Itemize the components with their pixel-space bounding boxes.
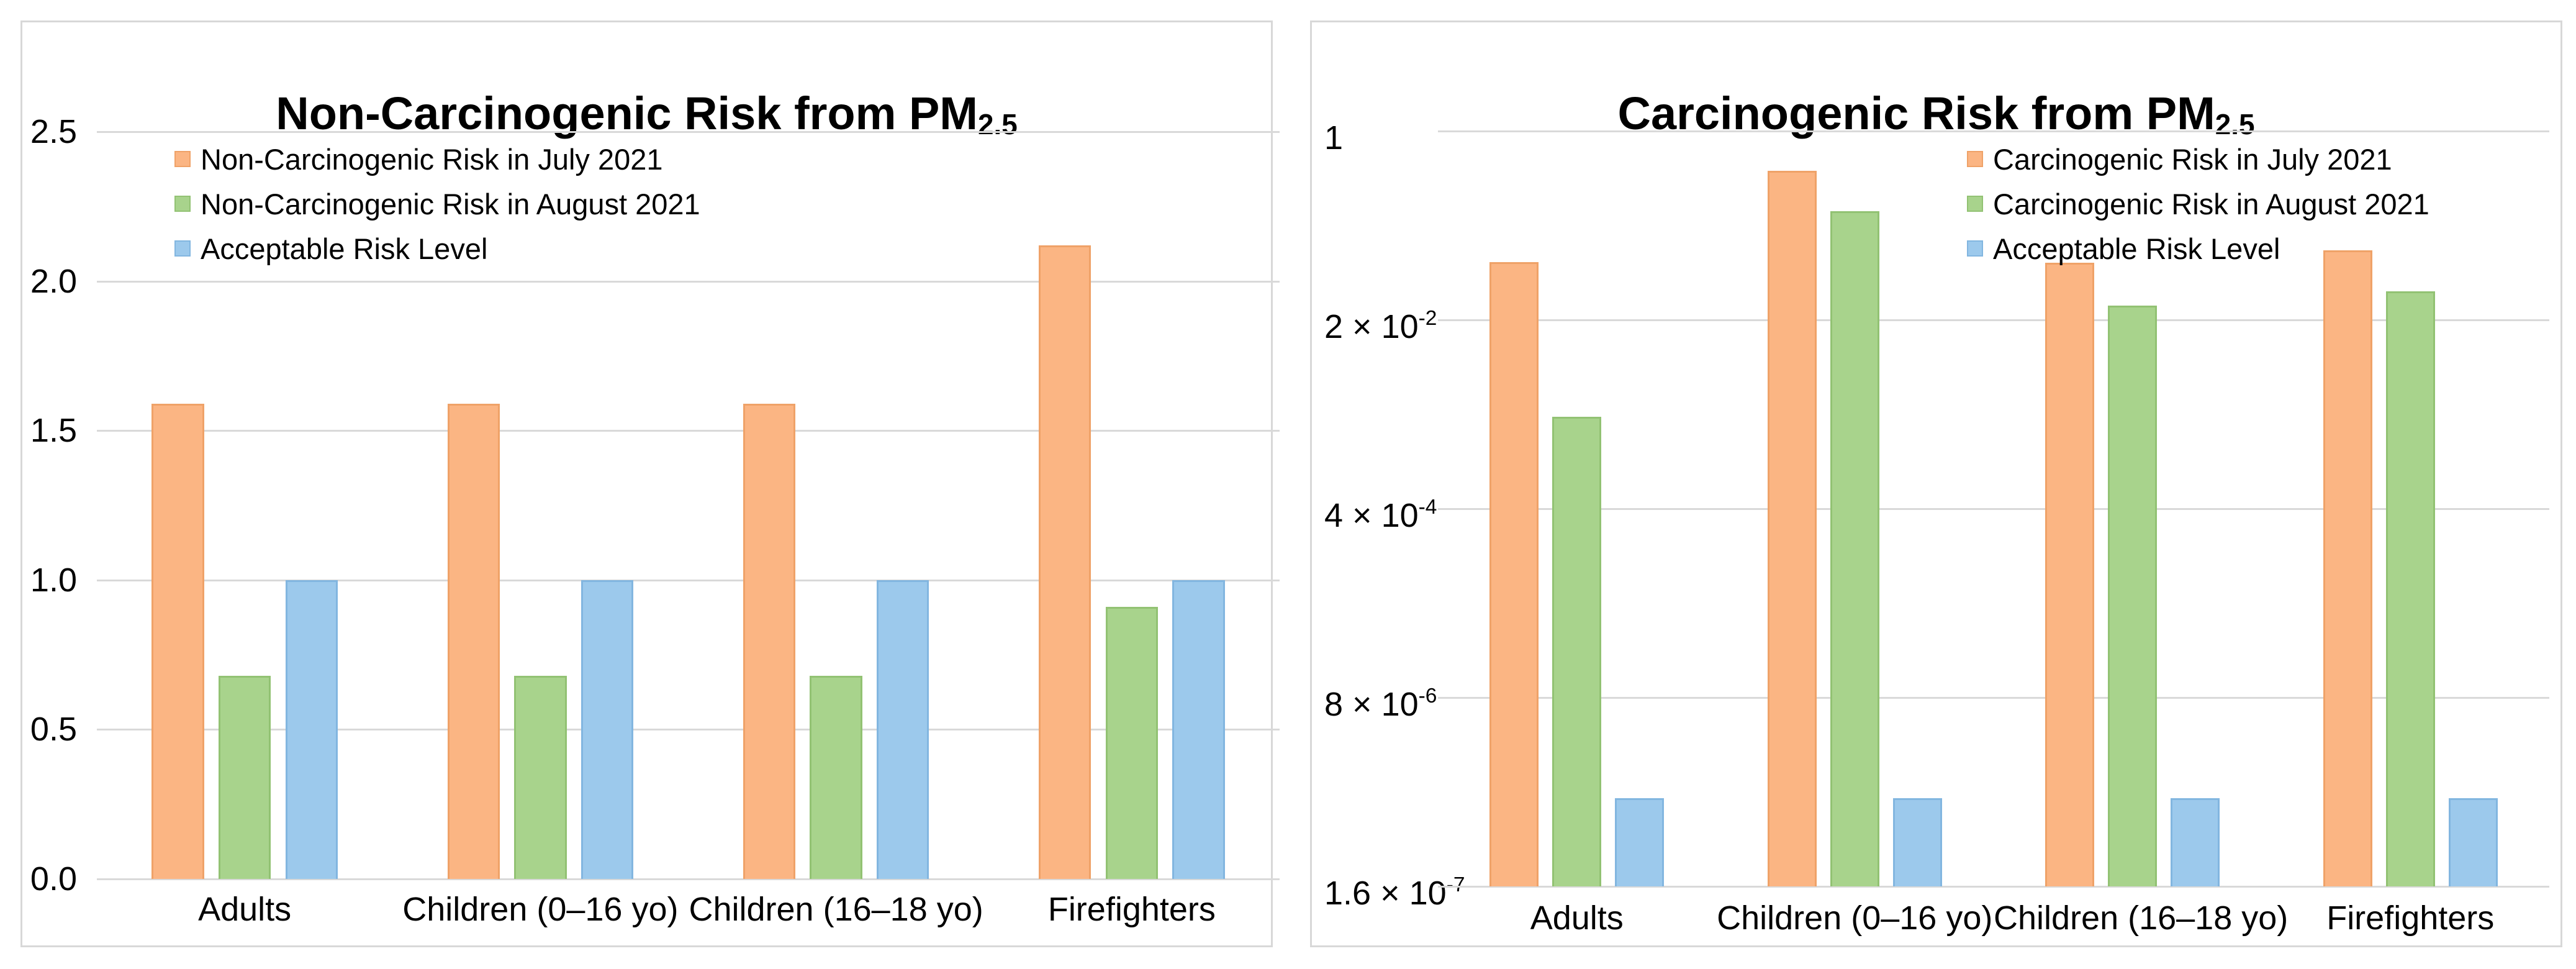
non-carcinogenic-chart-panel: Non-Carcinogenic Risk from PM2.5 2.5 2.0…: [20, 20, 1280, 947]
bar-acceptable-4: [1172, 580, 1225, 879]
bar-july-3: [743, 403, 796, 879]
bar-august-3: [2108, 305, 2158, 886]
chart-title-text: Non-Carcinogenic Risk from PM: [276, 88, 978, 139]
bar-acceptable-1: [285, 580, 338, 879]
gridline: [1438, 886, 2549, 888]
bar-july-4: [2323, 250, 2372, 886]
y-axis-tick-label: 4 × 10-4: [1324, 496, 1437, 534]
legend-item: Non-Carcinogenic Risk in July 2021: [174, 137, 700, 181]
bar-acceptable-2: [581, 580, 634, 879]
bar-acceptable-4: [2448, 798, 2498, 886]
gridline: [1438, 508, 2549, 510]
x-axis-category-label: Children (16–18 yo): [689, 891, 983, 928]
legend-swatch-august: [1967, 196, 1983, 212]
legend-swatch-july: [1967, 151, 1983, 167]
bar-august-2: [514, 675, 567, 879]
bar-august-1: [1552, 416, 1602, 886]
bar-july-2: [1767, 170, 1817, 886]
x-axis-category-label: Children (0–16 yo): [402, 891, 679, 928]
y-axis-tick-label: 1.0: [30, 561, 77, 599]
bar-august-1: [218, 675, 271, 879]
gridline: [1438, 130, 2549, 132]
gridline: [97, 430, 1280, 432]
gridline: [97, 729, 1280, 731]
legend-label: Non-Carcinogenic Risk in July 2021: [201, 142, 663, 176]
bar-august-4: [1105, 607, 1158, 879]
gridline: [1438, 697, 2549, 699]
y-axis-tick-label: 0.5: [30, 711, 77, 748]
bar-july-1: [1489, 262, 1539, 886]
legend-label: Acceptable Risk Level: [201, 232, 488, 265]
gridline: [97, 878, 1280, 880]
x-axis-category-label: Children (16–18 yo): [1994, 899, 2289, 937]
y-axis-tick-label: 1: [1324, 119, 1344, 157]
y-axis-tick-label: 2.5: [30, 113, 77, 150]
legend-swatch-august: [174, 196, 191, 212]
bar-august-4: [2385, 291, 2435, 886]
bar-acceptable-3: [877, 580, 929, 879]
bar-acceptable-2: [1892, 798, 1942, 886]
plot-area: [1438, 130, 2549, 888]
legend: Carcinogenic Risk in July 2021 Carcinoge…: [1967, 137, 2429, 271]
legend: Non-Carcinogenic Risk in July 2021 Non-C…: [174, 137, 700, 271]
x-axis-category-label: Firefighters: [1047, 891, 1216, 928]
y-axis-tick-label: 2 × 10-2: [1324, 307, 1437, 345]
bar-acceptable-3: [2171, 798, 2220, 886]
legend-swatch-acceptable: [1967, 240, 1983, 257]
gridline: [97, 579, 1280, 581]
bar-august-2: [1830, 211, 1879, 886]
legend-item: Acceptable Risk Level: [1967, 226, 2429, 271]
chart-title-subscript: 2.5: [2215, 108, 2255, 141]
y-axis-tick-label: 8 × 10-6: [1324, 685, 1437, 723]
gridline: [97, 280, 1280, 283]
x-axis-category-label: Children (0–16 yo): [1717, 899, 1993, 937]
legend-label: Acceptable Risk Level: [1993, 232, 2280, 265]
bar-july-3: [2045, 263, 2095, 886]
carcinogenic-chart-panel: Carcinogenic Risk from PM2.5 1 2 × 10-2 …: [1310, 20, 2562, 947]
y-axis-tick-label: 1.5: [30, 412, 77, 450]
legend-swatch-july: [174, 151, 191, 167]
legend-label: Carcinogenic Risk in August 2021: [1993, 187, 2429, 221]
y-axis-tick-label: 2.0: [30, 262, 77, 300]
x-axis-category-label: Adults: [198, 891, 292, 928]
x-axis-category-label: Adults: [1530, 899, 1624, 937]
gridline: [97, 131, 1280, 133]
chart-title-subscript: 2.5: [977, 108, 1018, 141]
bar-july-4: [1039, 245, 1091, 879]
gridline: [1438, 319, 2549, 321]
bar-acceptable-1: [1615, 798, 1665, 886]
legend-swatch-acceptable: [174, 240, 191, 257]
bar-july-1: [151, 403, 204, 879]
plot-area: [97, 131, 1280, 880]
legend-item: Carcinogenic Risk in July 2021: [1967, 137, 2429, 181]
x-axis-category-label: Firefighters: [2326, 899, 2495, 937]
bar-july-2: [447, 403, 500, 879]
legend-item: Acceptable Risk Level: [174, 226, 700, 271]
y-axis-tick-label: 1.6 × 10-7: [1324, 873, 1465, 912]
legend-item: Carcinogenic Risk in August 2021: [1967, 181, 2429, 226]
bar-august-3: [810, 675, 862, 879]
y-axis-tick-label: 0.0: [30, 860, 77, 898]
chart-title: Non-Carcinogenic Risk from PM2.5: [22, 87, 1271, 140]
legend-label: Carcinogenic Risk in July 2021: [1993, 142, 2392, 176]
legend-item: Non-Carcinogenic Risk in August 2021: [174, 181, 700, 226]
legend-label: Non-Carcinogenic Risk in August 2021: [201, 187, 700, 221]
